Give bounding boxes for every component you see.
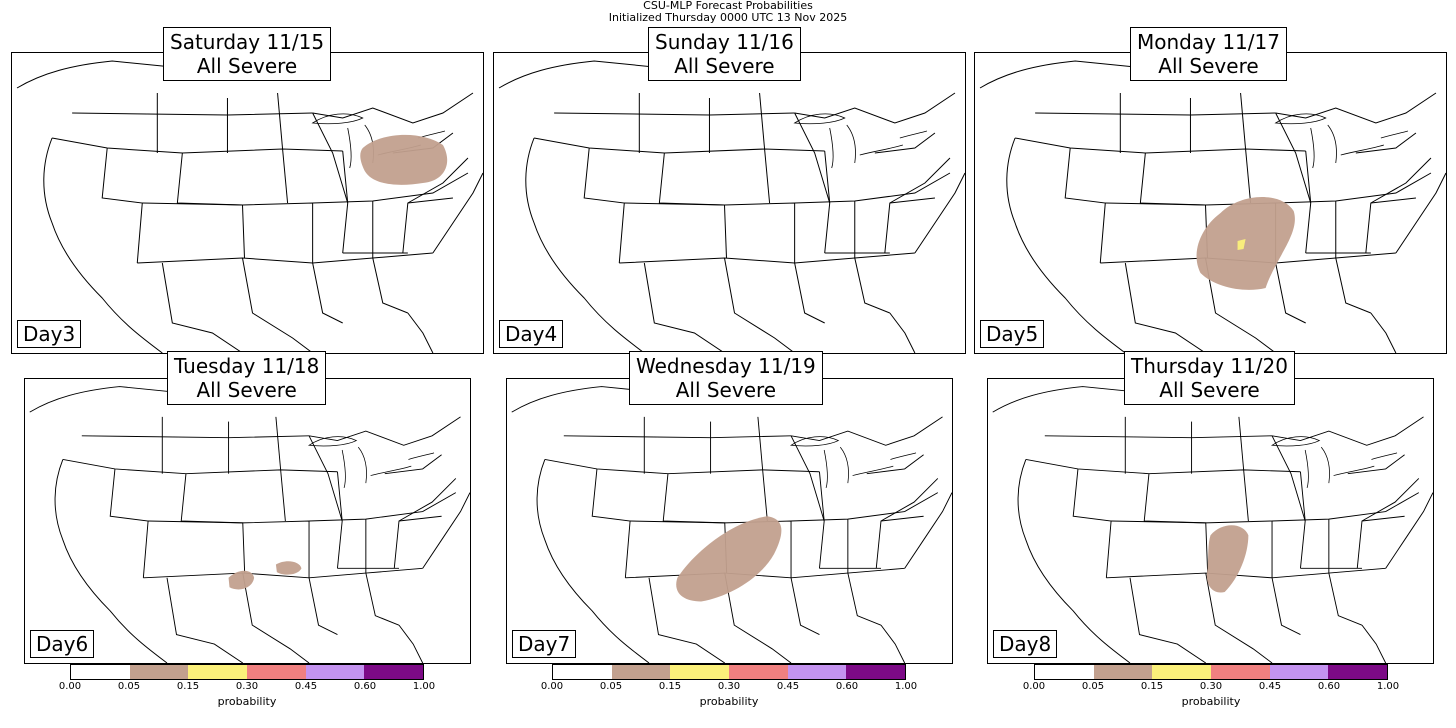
- colorbar-tick-label: 0.00: [1022, 681, 1046, 692]
- colorbar-tick-label: 0.15: [1140, 681, 1164, 692]
- map-panel: Day7: [506, 378, 953, 664]
- colorbar-tick-label: 0.45: [1258, 681, 1282, 692]
- map-panel: Day3: [11, 52, 484, 354]
- colorbar: [70, 664, 424, 680]
- panel-title: Saturday 11/15 All Severe: [163, 27, 332, 81]
- panel-title-hazard: All Severe: [196, 54, 298, 78]
- colorbar-segment: [129, 665, 189, 679]
- probability-region: [275, 561, 302, 575]
- colorbar-tick-label: 0.60: [353, 681, 377, 692]
- colorbar-tick-label: 0.05: [599, 681, 623, 692]
- map-panel: Day6: [24, 378, 471, 664]
- colorbar-segment: [1152, 665, 1212, 679]
- us-map: [498, 60, 965, 353]
- colorbar-segment: [71, 665, 130, 679]
- colorbar-tick-label: 1.00: [1376, 681, 1400, 692]
- colorbar-tick-label: 0.45: [776, 681, 800, 692]
- colorbar-segment: [729, 665, 788, 679]
- us-map: [992, 386, 1433, 663]
- map-panel: Day8: [987, 378, 1434, 664]
- colorbar: [552, 664, 906, 680]
- colorbar-segment: [670, 665, 730, 679]
- panel-title: Wednesday 11/19 All Severe: [629, 351, 823, 405]
- colorbar-tick-label: 0.30: [235, 681, 259, 692]
- colorbar-tick-label: 0.30: [717, 681, 741, 692]
- colorbar-tick-label: 0.30: [1199, 681, 1223, 692]
- colorbar-segment: [1269, 665, 1329, 679]
- colorbar-segment: [1035, 665, 1094, 679]
- panel-title: Thursday 11/20 All Severe: [1124, 351, 1295, 405]
- colorbar-segment: [611, 665, 671, 679]
- colorbar-tick-label: 0.15: [658, 681, 682, 692]
- panel-title-date: Sunday 11/16: [655, 30, 794, 54]
- colorbar-label: probability: [217, 695, 277, 708]
- colorbar-segment: [364, 665, 424, 679]
- colorbar-tick-label: 0.15: [176, 681, 200, 692]
- colorbar-segment: [1211, 665, 1270, 679]
- probability-region: [360, 134, 448, 185]
- colorbar-segment: [787, 665, 847, 679]
- colorbar-tick-label: 0.05: [117, 681, 141, 692]
- panel-title-date: Thursday 11/20: [1131, 354, 1288, 378]
- panel-title-hazard: All Severe: [1158, 54, 1259, 78]
- probability-region: [1196, 196, 1295, 290]
- panel-title-date: Wednesday 11/19: [636, 354, 816, 378]
- panel-title-hazard: All Severe: [674, 54, 775, 78]
- day-label: Day7: [512, 630, 577, 658]
- probability-region: [1206, 525, 1249, 593]
- colorbar-segment: [188, 665, 248, 679]
- panel-title: Monday 11/17 All Severe: [1130, 27, 1287, 81]
- day-label: Day3: [17, 320, 82, 348]
- panel-title-date: Monday 11/17: [1137, 30, 1280, 54]
- panel-title: Sunday 11/16 All Severe: [648, 27, 801, 81]
- figure-title-line2: Initialized Thursday 0000 UTC 13 Nov 202…: [608, 11, 848, 24]
- colorbar-segment: [305, 665, 365, 679]
- figure-title: CSU-MLP Forecast Probabilities Initializ…: [0, 0, 1456, 24]
- panel-title: Tuesday 11/18 All Severe: [167, 351, 327, 405]
- colorbar-tick-label: 0.00: [540, 681, 564, 692]
- us-map: [16, 60, 483, 353]
- colorbar-tick-label: 0.60: [1317, 681, 1341, 692]
- colorbar-segment: [846, 665, 906, 679]
- us-map: [29, 386, 470, 663]
- panel-title-hazard: All Severe: [675, 378, 777, 402]
- colorbar-tick-label: 0.05: [1081, 681, 1105, 692]
- day-label: Day8: [993, 630, 1058, 658]
- panel-title-hazard: All Severe: [1159, 378, 1260, 402]
- us-map: [979, 60, 1446, 353]
- colorbar-ticks: 0.00 0.05 0.15 0.30 0.45 0.60 1.00: [59, 681, 435, 695]
- colorbar-tick-label: 0.00: [58, 681, 82, 692]
- map-panel: Day4: [493, 52, 966, 354]
- day-label: Day6: [30, 630, 95, 658]
- day-label: Day4: [499, 320, 564, 348]
- colorbar-tick-label: 0.60: [835, 681, 859, 692]
- colorbar-segment: [1328, 665, 1388, 679]
- day-label: Day5: [980, 320, 1045, 348]
- panel-title-hazard: All Severe: [196, 378, 297, 402]
- panel-title-date: Tuesday 11/18: [174, 354, 320, 378]
- probability-region: [228, 570, 255, 590]
- us-map: [511, 386, 952, 663]
- panel-title-date: Saturday 11/15: [170, 30, 325, 54]
- colorbar-tick-label: 1.00: [894, 681, 918, 692]
- colorbar-label: probability: [1181, 695, 1241, 708]
- map-panel: Day5: [974, 52, 1447, 354]
- colorbar-tick-label: 0.45: [294, 681, 318, 692]
- colorbar-segment: [1093, 665, 1153, 679]
- colorbar-ticks: 0.00 0.05 0.15 0.30 0.45 0.60 1.00: [1023, 681, 1399, 695]
- probability-region: [1237, 239, 1246, 250]
- figure-title-line1: CSU-MLP Forecast Probabilities: [643, 0, 813, 12]
- colorbar-segment: [553, 665, 612, 679]
- colorbar: [1034, 664, 1388, 680]
- colorbar-label: probability: [699, 695, 759, 708]
- probability-region: [676, 516, 782, 602]
- colorbar-ticks: 0.00 0.05 0.15 0.30 0.45 0.60 1.00: [541, 681, 917, 695]
- colorbar-tick-label: 1.00: [412, 681, 436, 692]
- colorbar-segment: [247, 665, 306, 679]
